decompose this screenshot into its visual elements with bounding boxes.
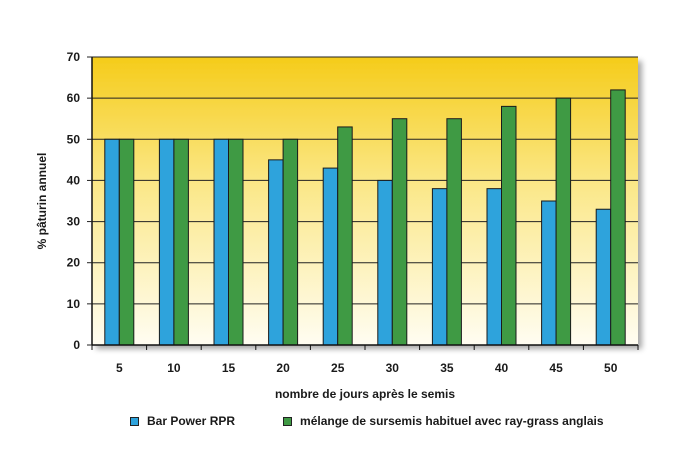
bar-series-1 bbox=[541, 200, 557, 346]
bar-series-1 bbox=[213, 138, 229, 346]
x-tick-label: 35 bbox=[440, 361, 454, 375]
y-tick-label: 70 bbox=[67, 50, 81, 64]
y-tick-label: 10 bbox=[67, 297, 81, 311]
x-tick-label: 5 bbox=[116, 361, 123, 375]
y-tick-label: 60 bbox=[67, 91, 81, 105]
y-tick-label: 20 bbox=[67, 256, 81, 270]
y-tick-label: 40 bbox=[67, 173, 81, 187]
x-tick-label: 20 bbox=[276, 361, 290, 375]
legend-label-series-2: mélange de sursemis habituel avec ray-gr… bbox=[300, 414, 604, 428]
bar-series-1 bbox=[268, 159, 284, 346]
bar-series-1 bbox=[486, 188, 502, 346]
bar-series-1 bbox=[595, 208, 612, 346]
bar-series-2 bbox=[610, 89, 626, 346]
y-tick-label: 30 bbox=[67, 215, 81, 229]
x-tick-labels: 5 10 15 20 25 30 35 40 45 50 bbox=[91, 345, 639, 375]
bar-series-2 bbox=[337, 126, 353, 346]
x-tick-label: 45 bbox=[549, 361, 563, 375]
bar-series-2 bbox=[501, 105, 517, 346]
legend-label-series-1: Bar Power RPR bbox=[147, 414, 236, 428]
y-axis-label: % pâturin annuel bbox=[35, 153, 49, 250]
bar-series-1 bbox=[158, 138, 175, 346]
bar-series-2 bbox=[555, 97, 572, 346]
legend: Bar Power RPR mélange de sursemis habitu… bbox=[130, 414, 652, 428]
bar-series-2 bbox=[446, 118, 462, 346]
bar-series-1 bbox=[322, 167, 339, 346]
y-tick-labels: 0 10 20 30 40 50 60 70 bbox=[67, 50, 92, 352]
bar-series-2 bbox=[118, 138, 135, 346]
bar-series-1 bbox=[104, 138, 120, 346]
legend-item-series-2: mélange de sursemis habituel avec ray-gr… bbox=[283, 414, 604, 428]
bar-series-2 bbox=[173, 138, 189, 346]
y-tick-label: 50 bbox=[67, 132, 81, 146]
x-axis-label: nombre de jours après le semis bbox=[275, 387, 455, 401]
x-tick-label: 40 bbox=[495, 361, 509, 375]
x-tick-label: 15 bbox=[222, 361, 236, 375]
x-tick-label: 10 bbox=[167, 361, 181, 375]
legend-swatch-series-1 bbox=[130, 416, 139, 426]
legend-item-series-1: Bar Power RPR bbox=[130, 414, 235, 428]
x-tick-label: 25 bbox=[331, 361, 345, 375]
bar-series-1 bbox=[431, 188, 448, 346]
bar-series-2 bbox=[282, 138, 299, 346]
bar-series-2 bbox=[391, 118, 408, 346]
y-tick-label: 0 bbox=[73, 338, 80, 352]
x-tick-label: 50 bbox=[604, 361, 618, 375]
legend-swatch-series-2 bbox=[283, 416, 293, 426]
bar-series-1 bbox=[377, 179, 393, 346]
bar-series-2 bbox=[228, 138, 244, 346]
x-tick-label: 30 bbox=[386, 361, 400, 375]
